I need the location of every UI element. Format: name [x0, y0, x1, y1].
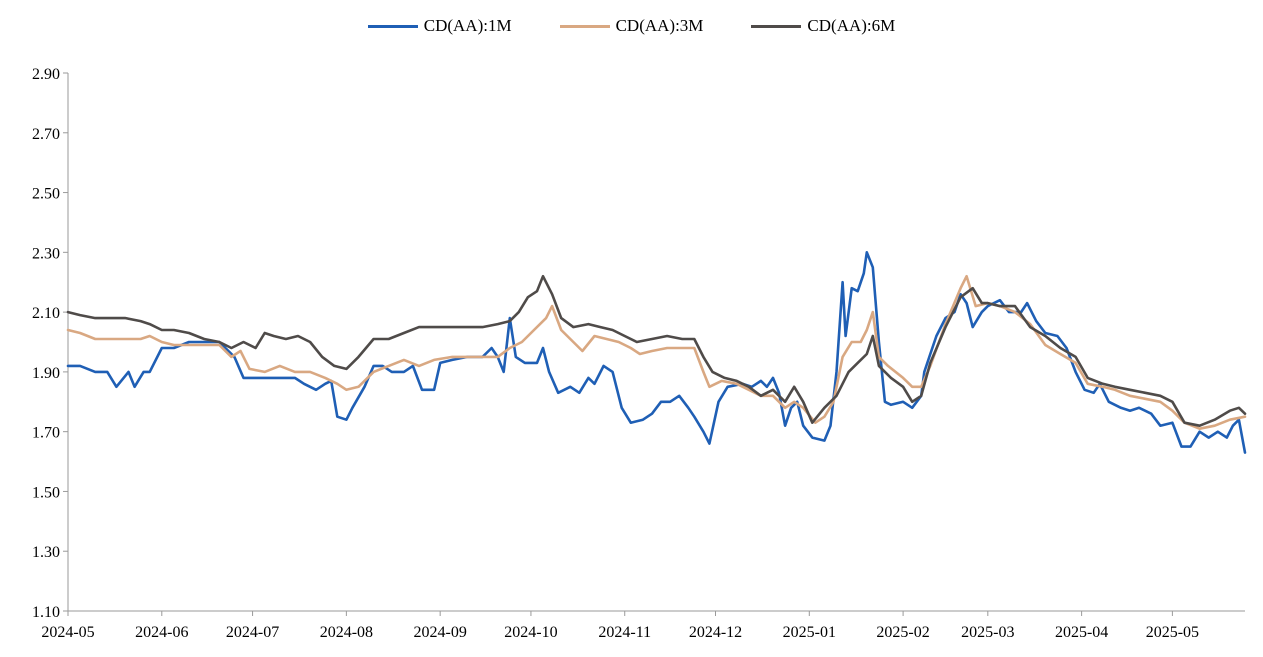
y-tick-label: 1.30	[32, 544, 60, 561]
y-tick-label: 1.90	[32, 365, 60, 382]
legend-swatch-6m	[751, 24, 802, 28]
x-tick-label: 2025-03	[961, 624, 1014, 641]
y-tick-label: 2.70	[32, 126, 60, 143]
y-tick-label: 2.30	[32, 245, 60, 262]
y-tick-label: 1.50	[32, 484, 60, 501]
x-tick-label: 2025-02	[876, 624, 929, 641]
x-tick-label: 2024-06	[135, 624, 188, 641]
y-tick-label: 1.10	[32, 604, 60, 621]
legend-item-1m: CD(AA):1M	[367, 16, 512, 36]
x-tick-label: 2024-12	[689, 624, 742, 641]
series-line-1m	[66, 251, 1247, 454]
legend-item-6m: CD(AA):6M	[751, 16, 895, 36]
x-tick-label: 2024-07	[226, 624, 279, 641]
x-tick-label: 2024-10	[504, 624, 557, 641]
y-tick-label: 1.70	[32, 425, 60, 442]
x-tick-label: 2024-09	[413, 624, 466, 641]
legend-label-1m: CD(AA):1M	[423, 16, 512, 35]
legend: CD(AA):1M CD(AA):3M CD(AA):6M	[0, 16, 1263, 36]
legend-swatch-1m	[367, 24, 418, 28]
legend-swatch-3m	[559, 24, 610, 28]
series-line-3m	[66, 274, 1247, 430]
legend-item-3m: CD(AA):3M	[559, 16, 704, 36]
x-tick-label: 2025-04	[1055, 624, 1108, 641]
x-tick-label: 2024-11	[598, 624, 651, 641]
legend-label-6m: CD(AA):6M	[807, 16, 896, 35]
y-tick-label: 2.50	[32, 186, 60, 203]
x-tick-label: 2025-05	[1146, 624, 1199, 641]
y-tick-label: 2.90	[32, 66, 60, 83]
series-line-6m	[66, 274, 1247, 427]
x-tick-label: 2024-05	[41, 624, 94, 641]
legend-label-3m: CD(AA):3M	[615, 16, 704, 35]
y-tick-label: 2.10	[32, 305, 60, 322]
x-tick-label: 2025-01	[783, 624, 836, 641]
x-tick-label: 2024-08	[320, 624, 373, 641]
